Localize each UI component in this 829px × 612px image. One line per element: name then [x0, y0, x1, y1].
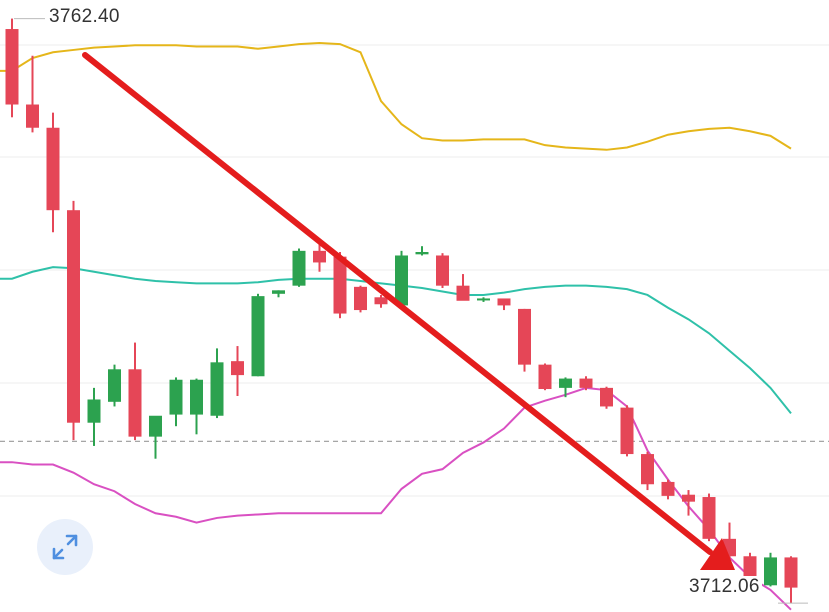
candle: [682, 490, 695, 516]
candle: [497, 298, 511, 311]
trend-arrow-head: [700, 538, 735, 570]
candle: [784, 556, 798, 604]
candle: [333, 252, 347, 319]
candle-body-up: [764, 557, 777, 586]
candle: [661, 479, 675, 500]
candle-body-down: [641, 454, 654, 485]
candle: [477, 297, 490, 302]
low-price-label: 3712.06: [687, 576, 762, 598]
candle-body-down: [67, 210, 80, 423]
candle: [436, 253, 449, 288]
candle: [5, 18, 19, 118]
candle: [67, 200, 80, 441]
candle-body-down: [436, 255, 449, 286]
candle: [620, 405, 634, 457]
candle: [374, 294, 388, 308]
candle-body-down: [231, 361, 244, 376]
candles-group: [5, 18, 798, 604]
high-price-label: 3762.40: [47, 6, 122, 28]
candle-body-down: [46, 127, 60, 211]
candle-body-up: [169, 379, 183, 415]
candle: [702, 493, 716, 542]
grid-lines: [0, 44, 829, 497]
candle: [210, 348, 224, 419]
candle: [169, 377, 183, 427]
candle-body-up: [395, 255, 408, 306]
candle: [579, 376, 593, 391]
candle: [87, 387, 101, 446]
candle-body-down: [26, 104, 39, 128]
expand-diagonal-icon: [52, 534, 78, 560]
candle-body-up: [292, 250, 306, 286]
candle-body-up: [87, 399, 101, 423]
candle-body-down: [374, 297, 388, 305]
candle-body-up: [477, 298, 490, 301]
candle-body-down: [661, 481, 675, 496]
candle: [190, 378, 203, 435]
candle: [46, 112, 60, 233]
trend-arrow-shaft: [82, 52, 713, 555]
candle: [559, 377, 572, 398]
candle-body-down: [682, 494, 695, 502]
lower-bollinger-band: [0, 386, 792, 611]
candle-body-down: [620, 407, 634, 455]
trend-arrow: [82, 52, 735, 570]
candle-body-down: [497, 298, 511, 306]
candle: [641, 451, 654, 491]
candle: [149, 415, 162, 459]
expand-chart-button[interactable]: [37, 519, 93, 575]
candle: [395, 250, 408, 307]
candle-body-down: [518, 308, 531, 365]
candle: [272, 290, 285, 298]
middle-bollinger-band: [0, 266, 792, 415]
candle-body-down: [333, 256, 347, 314]
candle: [764, 552, 777, 587]
candle-body-up: [415, 252, 429, 255]
candle: [26, 55, 39, 133]
candle: [518, 308, 531, 372]
candle-body-down: [5, 29, 19, 105]
candle-body-up: [251, 296, 265, 377]
candle-body-up: [210, 362, 224, 416]
candle: [415, 246, 429, 256]
candle: [600, 386, 613, 409]
candle-body-down: [456, 285, 470, 301]
candle: [251, 293, 265, 377]
candle-body-up: [272, 290, 285, 294]
candle-body-down: [538, 364, 552, 390]
candle-body-up: [149, 415, 162, 437]
candle-body-down: [600, 387, 613, 407]
candle-body-up: [108, 369, 121, 402]
candle-body-down: [313, 250, 326, 263]
candle-body-up: [190, 379, 203, 415]
candle-body-up: [559, 378, 572, 388]
candle: [354, 285, 367, 313]
candle-body-down: [702, 497, 716, 539]
candle-body-down: [128, 369, 142, 437]
candle-body-down: [784, 557, 798, 588]
candle: [456, 274, 470, 301]
candle: [128, 342, 142, 441]
candle: [108, 364, 121, 407]
candle: [538, 363, 552, 391]
candle: [292, 248, 306, 287]
candle: [231, 346, 244, 396]
candle-body-down: [579, 378, 593, 388]
upper-bollinger-band: [0, 41, 792, 151]
candle-body-down: [354, 286, 367, 311]
